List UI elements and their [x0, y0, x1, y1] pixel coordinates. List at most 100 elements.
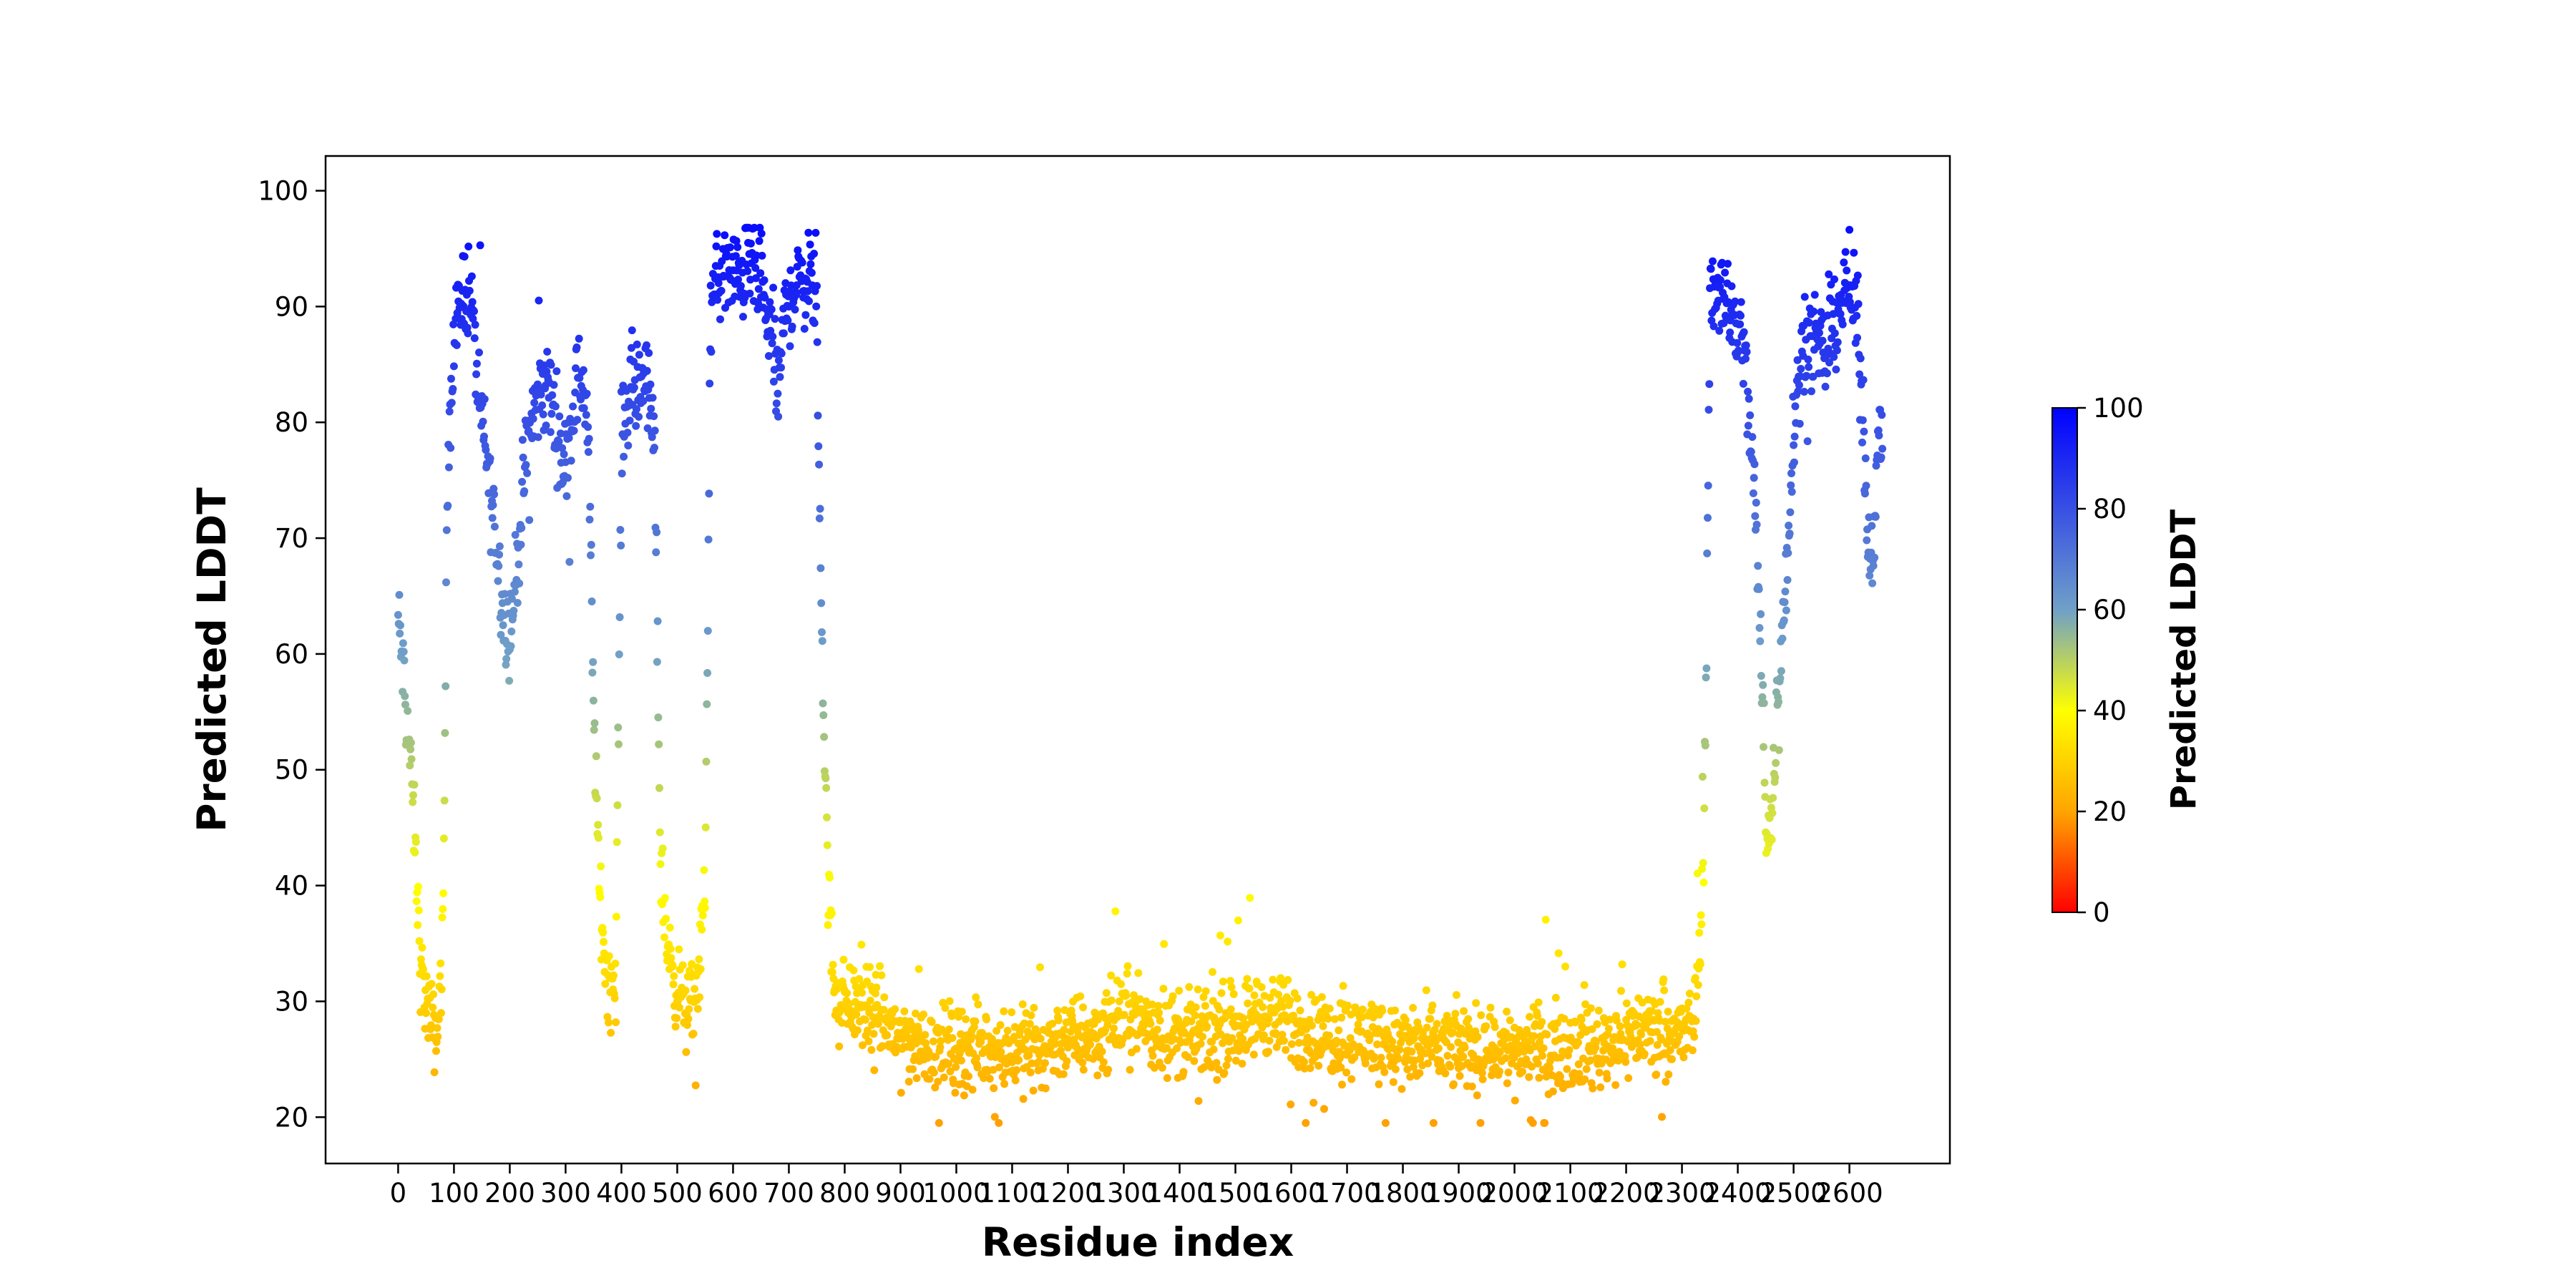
colorbar-tick-label: 60 — [2093, 595, 2127, 625]
data-point — [658, 844, 667, 853]
data-point — [494, 562, 503, 570]
data-point — [835, 1042, 844, 1050]
data-point — [814, 442, 823, 451]
data-point — [1169, 992, 1177, 1000]
data-point — [1361, 1059, 1370, 1068]
data-point — [1041, 1059, 1049, 1068]
data-point — [751, 274, 760, 283]
data-point — [1158, 1063, 1166, 1072]
data-point — [1603, 1074, 1611, 1083]
data-point — [1156, 1016, 1164, 1025]
data-point — [940, 1073, 948, 1082]
data-point — [1878, 444, 1887, 453]
data-point — [412, 897, 421, 905]
data-point — [990, 1084, 998, 1093]
data-point — [713, 230, 721, 238]
data-point — [585, 515, 594, 524]
data-point — [1554, 949, 1563, 957]
data-point — [810, 250, 819, 258]
data-point — [936, 1043, 945, 1051]
data-point — [486, 454, 494, 463]
data-point — [639, 397, 648, 405]
data-point — [1668, 1055, 1676, 1063]
data-point — [858, 1041, 867, 1050]
data-point — [497, 630, 505, 639]
data-point — [1528, 1063, 1536, 1071]
data-point — [418, 943, 426, 952]
data-point — [776, 373, 784, 381]
data-point — [1209, 1045, 1218, 1054]
data-point — [1556, 1073, 1564, 1080]
data-point — [703, 669, 712, 677]
data-point — [1699, 859, 1707, 867]
data-point — [1653, 1028, 1661, 1036]
data-point — [665, 923, 674, 932]
x-tick-label: 1500 — [1201, 1178, 1269, 1209]
data-point — [1666, 1046, 1674, 1055]
colorbar — [2051, 407, 2078, 913]
data-point — [1027, 1011, 1035, 1020]
data-point — [1303, 1033, 1312, 1042]
data-point — [409, 791, 417, 799]
data-point — [1868, 579, 1877, 587]
data-point — [1278, 1030, 1287, 1039]
data-point — [1821, 382, 1830, 391]
data-point — [655, 784, 663, 792]
data-point — [1482, 1022, 1491, 1030]
data-point — [1560, 1015, 1568, 1023]
data-point — [1407, 1048, 1416, 1056]
data-point — [1459, 1053, 1468, 1060]
data-point — [1624, 1074, 1633, 1083]
data-point — [436, 959, 445, 967]
x-tick-label: 1200 — [1034, 1178, 1101, 1209]
data-point — [701, 904, 709, 912]
data-point — [1507, 1033, 1516, 1041]
data-point — [1377, 1053, 1385, 1062]
data-point — [703, 627, 712, 635]
data-point — [852, 1010, 861, 1019]
data-point — [1836, 310, 1845, 318]
data-point — [1249, 1050, 1258, 1059]
data-point — [1173, 1044, 1181, 1053]
data-point — [668, 962, 677, 971]
data-point — [1659, 975, 1668, 984]
data-point — [1403, 1065, 1412, 1073]
data-point — [1780, 616, 1788, 625]
data-point — [1611, 1080, 1620, 1089]
x-tick-label: 2300 — [1648, 1178, 1715, 1209]
data-point — [1307, 990, 1316, 999]
data-point — [1539, 1044, 1548, 1053]
data-point — [1869, 562, 1878, 570]
data-point — [440, 796, 449, 805]
data-point — [1293, 994, 1302, 1002]
data-point — [1739, 379, 1747, 388]
data-point — [1684, 998, 1693, 1007]
data-point — [855, 975, 864, 983]
data-point — [1698, 773, 1707, 781]
data-point — [1877, 453, 1885, 462]
data-point — [1647, 1007, 1656, 1015]
data-point — [1548, 1087, 1557, 1096]
data-point — [616, 526, 625, 534]
data-points — [394, 223, 1887, 1127]
data-point — [1300, 1058, 1308, 1066]
data-point — [1215, 1005, 1224, 1014]
data-point — [1702, 664, 1711, 673]
data-point — [1199, 993, 1208, 1001]
data-point — [1700, 804, 1709, 813]
data-point — [429, 1003, 437, 1012]
data-point — [912, 1009, 919, 1018]
data-point — [562, 492, 571, 500]
data-point — [1595, 1068, 1604, 1077]
data-point — [1394, 1055, 1402, 1063]
data-point — [769, 332, 777, 341]
data-point — [693, 1005, 702, 1013]
data-point — [1111, 907, 1120, 916]
data-point — [695, 955, 703, 964]
data-point — [1538, 1052, 1546, 1060]
data-point — [401, 692, 409, 701]
data-point — [1446, 1063, 1455, 1071]
data-point — [1780, 598, 1789, 607]
data-point — [508, 595, 516, 603]
